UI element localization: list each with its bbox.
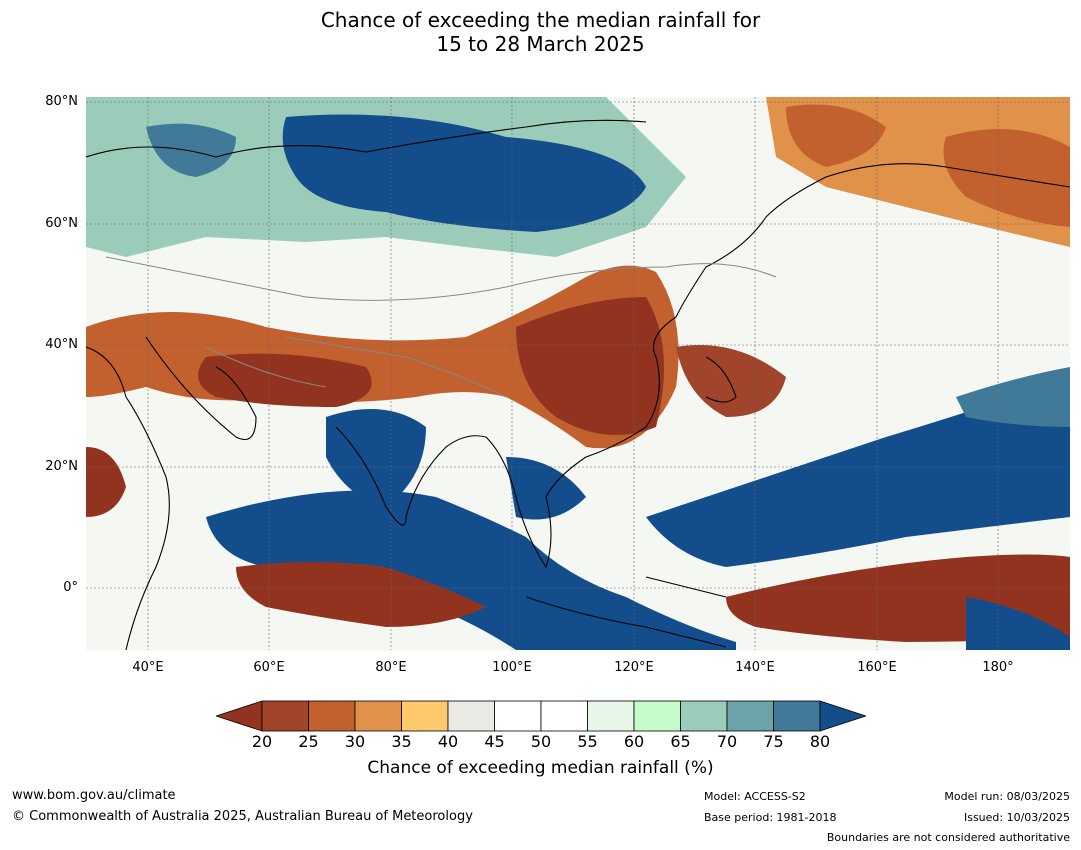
colorbar-segment [261, 700, 309, 732]
model-name: Model: ACCESS-S2 [704, 790, 806, 803]
chukotka-dry-region [943, 129, 1070, 227]
colorbar-tick-label: 35 [391, 732, 412, 751]
india-wet-region [326, 409, 426, 507]
colorbar-tick-label: 45 [484, 732, 505, 751]
colorbar-label: Chance of exceeding median rainfall (%) [367, 758, 714, 778]
japan-dry-region [676, 345, 786, 417]
colorbar-segment [680, 700, 728, 732]
lon-label-40e: 40°E [132, 660, 164, 675]
central-asia-dry-belt [86, 265, 679, 449]
title-line-2: 15 to 28 March 2025 [436, 32, 645, 56]
lat-label-40n: 40°N [45, 337, 78, 352]
colorbar-tick-label: 60 [623, 732, 645, 751]
east-africa-dry-region [86, 447, 126, 517]
rainfall-map [86, 97, 1070, 650]
colorbar-segment [354, 700, 402, 732]
graticule [86, 97, 1070, 650]
iran-very-dry-region [198, 353, 372, 407]
lon-label-160e: 160°E [857, 660, 897, 675]
lat-label-20n: 20°N [45, 459, 78, 474]
base-period: Base period: 1981-2018 [704, 811, 837, 824]
colorbar-segment [447, 700, 495, 732]
colorbar-tick-label: 50 [530, 732, 552, 751]
china-very-dry-region [516, 297, 664, 435]
south-pacific-wet-region [966, 597, 1070, 650]
colorbar-segment [540, 700, 588, 732]
boundaries-disclaimer: Boundaries are not considered authoritat… [826, 831, 1070, 844]
colorbar-tick-label: 70 [716, 732, 738, 751]
issued-date: Issued: 10/03/2025 [963, 811, 1070, 824]
colorbar-segment [494, 700, 542, 732]
central-pacific-moist-region [956, 367, 1070, 427]
lat-label-0: 0° [63, 580, 78, 595]
lon-label-140e: 140°E [735, 660, 775, 675]
yakutia-dry-region [786, 104, 886, 167]
lat-label-60n: 60°N [45, 216, 78, 231]
colorbar-segment [401, 700, 449, 732]
lon-label-80e: 80°E [375, 660, 407, 675]
model-run-date: Model run: 08/03/2025 [944, 790, 1070, 803]
colorbar-tick-label: 65 [670, 732, 691, 751]
equatorial-indian-ocean-dry-band [236, 562, 486, 627]
colorbar [216, 700, 866, 732]
lon-label-100e: 100°E [492, 660, 532, 675]
colorbar-low-extend [216, 700, 263, 732]
lon-label-60e: 60°E [253, 660, 285, 675]
colorbar-tick-label: 25 [298, 732, 319, 751]
colorbar-tick-label: 30 [344, 732, 366, 751]
colorbar-tick-label: 75 [763, 732, 784, 751]
colorbar-segment [773, 700, 821, 732]
colorbar-tick-label: 80 [809, 732, 831, 751]
colorbar-segment [587, 700, 635, 732]
scandinavia-wet-region [146, 123, 236, 177]
indochina-wet-region [506, 457, 586, 520]
colorbar-tick-label: 20 [251, 732, 273, 751]
copyright-text: © Commonwealth of Australia 2025, Austra… [12, 809, 473, 824]
country-borders [105, 256, 777, 398]
map-title: Chance of exceeding the median rainfall … [0, 8, 1081, 56]
colorbar-segments [261, 700, 821, 732]
colorbar-tick-label: 40 [437, 732, 459, 751]
title-line-1: Chance of exceeding the median rainfall … [320, 8, 761, 32]
lon-label-120e: 120°E [614, 660, 654, 675]
indian-ocean-wet-region [206, 490, 736, 650]
colorbar-segment [308, 700, 356, 732]
siberia-wet-region [282, 114, 646, 232]
coastlines [86, 119, 1070, 650]
lon-label-180: 180° [982, 660, 1014, 675]
colorbar-high-extend [819, 700, 866, 732]
colorbar-segment [633, 700, 681, 732]
colorbar-tick-label: 55 [577, 732, 598, 751]
colorbar-segment [726, 700, 774, 732]
map-canvas [86, 97, 1070, 650]
website-link[interactable]: www.bom.gov.au/climate [12, 788, 176, 803]
north-pacific-wet-band [646, 377, 1070, 567]
lat-label-80n: 80°N [45, 94, 78, 109]
